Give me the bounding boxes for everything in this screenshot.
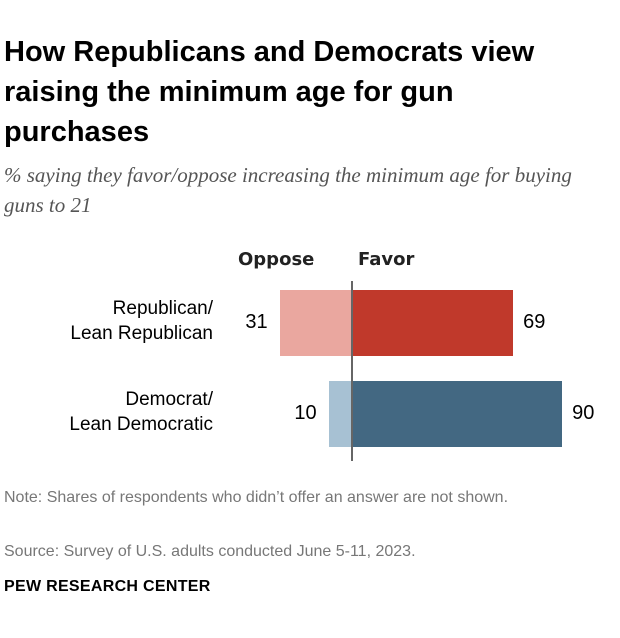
bar-republican-favor [352, 290, 514, 356]
zero-axis-line [351, 281, 353, 461]
value-label-republican-favor: 69 [523, 311, 546, 333]
chart-subtitle: % saying they favor/oppose increasing th… [4, 163, 572, 217]
chart-note: Note: Shares of respondents who didn’t o… [4, 489, 509, 506]
democrat-row-label: Democrat/Lean Democratic [69, 389, 213, 435]
chart-title: How Republicans and Democrats view raisi… [4, 36, 535, 148]
bar-democrat-oppose [328, 381, 352, 447]
bar-democrat-favor [352, 381, 563, 447]
favor-column-header: Favor [358, 249, 415, 270]
value-label-democrat-oppose: 10 [294, 402, 317, 424]
pew-logo-text: PEW RESEARCH CENTER [4, 578, 211, 595]
bar-republican-oppose [279, 290, 352, 356]
oppose-column-header: Oppose [238, 249, 315, 270]
chart-source: Source: Survey of U.S. adults conducted … [4, 543, 416, 560]
value-label-republican-oppose: 31 [245, 311, 268, 333]
republican-row-label: Republican/Lean Republican [70, 298, 213, 344]
value-label-democrat-favor: 90 [572, 402, 595, 424]
